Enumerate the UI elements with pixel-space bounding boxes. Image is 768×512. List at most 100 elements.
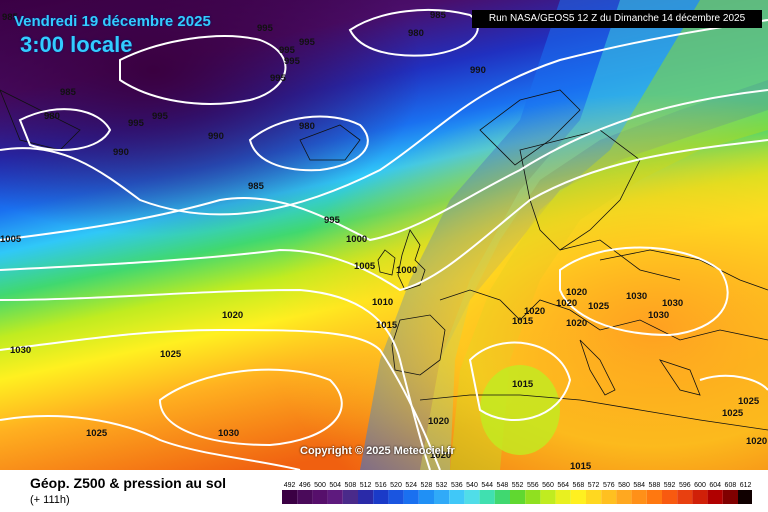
- scale-tick-label: 524: [405, 482, 417, 489]
- isobar-label: 1025: [722, 408, 744, 419]
- isobar-label: 1015: [512, 379, 534, 390]
- scale-tick-label: 612: [740, 482, 752, 489]
- scale-swatch: [616, 490, 632, 504]
- scale-tick-label: 584: [633, 482, 645, 489]
- scale-swatch: [555, 490, 571, 504]
- coastlines: [0, 89, 768, 431]
- scale-tick-label: 500: [314, 482, 326, 489]
- scale-tick-label: 548: [497, 482, 509, 489]
- scale-swatch: [631, 490, 647, 504]
- scale-swatch: [449, 490, 465, 504]
- scale-swatch: [707, 490, 723, 504]
- scale-swatch: [525, 490, 541, 504]
- isobar-label: 995: [152, 111, 169, 122]
- isobar-label: 1030: [662, 298, 683, 309]
- isobar-label: 1020: [524, 306, 545, 317]
- isobar-label: 995: [324, 215, 341, 226]
- isobar-label: 1025: [160, 349, 182, 360]
- scale-swatch: [388, 490, 404, 504]
- scale-swatch: [373, 490, 389, 504]
- isobar-label: 1020: [566, 287, 587, 298]
- scale-swatch: [601, 490, 617, 504]
- color-scale: 492 496 500 504 508 512 516 520 524 528 532 536 540 5…: [282, 482, 752, 504]
- isobar-label: 1030: [648, 310, 669, 321]
- scale-swatch: [540, 490, 556, 504]
- model-run-info: Run NASA/GEOS5 12 Z du Dimanche 14 décem…: [472, 10, 762, 28]
- isobar-label: 1015: [512, 316, 534, 327]
- scale-tick-label: 520: [390, 482, 402, 489]
- scale-tick-label: 552: [512, 482, 524, 489]
- isobar-label: 985: [430, 10, 447, 21]
- copyright: Copyright © 2025 Meteociel.fr: [300, 445, 455, 457]
- scale-swatch: [312, 490, 328, 504]
- isobar-label: 995: [279, 45, 296, 56]
- isobar-label: 1030: [218, 428, 239, 439]
- scale-swatch: [464, 490, 480, 504]
- scale-swatch: [510, 490, 526, 504]
- scale-tick-label: 508: [345, 482, 357, 489]
- isobar-label: 1020: [428, 416, 449, 427]
- scale-swatch: [662, 490, 678, 504]
- scale-swatch: [434, 490, 450, 504]
- scale-tick-label: 544: [481, 482, 493, 489]
- isobar-label: 980: [299, 121, 315, 132]
- isobar-label: 1015: [570, 461, 592, 470]
- scale-tick-label: 580: [618, 482, 630, 489]
- isobar-label: 995: [257, 23, 274, 34]
- scale-swatch: [692, 490, 708, 504]
- scale-tick-label: 572: [588, 482, 600, 489]
- scale-swatch: [282, 490, 298, 504]
- forecast-time: 3:00 locale: [20, 32, 133, 57]
- isobar-label: 1020: [566, 318, 587, 329]
- scale-tick-label: 492: [284, 482, 296, 489]
- isobar-labels: 985 985 980 990 995 995 995 995 995 985 …: [0, 10, 767, 470]
- isobar-label: 1030: [10, 345, 31, 356]
- scale-swatch: [358, 490, 374, 504]
- scale-swatch: [418, 490, 434, 504]
- scale-tick-label: 536: [451, 482, 463, 489]
- isobar-label: 985: [248, 181, 265, 192]
- isobar-label: 1000: [346, 234, 367, 245]
- isobar-label: 1020: [746, 436, 767, 447]
- scale-tick-label: 516: [375, 482, 387, 489]
- scale-swatch: [479, 490, 495, 504]
- isobars: [0, 9, 768, 470]
- scale-swatch: [327, 490, 343, 504]
- cut-off-low-north-africa: [480, 365, 560, 455]
- scale-tick-label: 556: [527, 482, 539, 489]
- scale-tick-label: 596: [679, 482, 691, 489]
- isobar-label: 990: [208, 131, 224, 142]
- map-variable-title: Géop. Z500 & pression au sol: [30, 475, 227, 491]
- scale-tick-label: 564: [557, 482, 569, 489]
- isobar-label: 990: [113, 147, 129, 158]
- isobar-label: 1000: [396, 265, 417, 276]
- scale-tick-label: 532: [436, 482, 448, 489]
- isobar-label: 1005: [354, 261, 376, 272]
- scale-tick-label: 604: [709, 482, 721, 489]
- isobar-label: 995: [128, 118, 145, 129]
- isobar-label: 1030: [626, 291, 647, 302]
- isobar-label: 1010: [372, 297, 393, 308]
- isobar-label: 980: [44, 111, 60, 122]
- scale-tick-label: 600: [694, 482, 706, 489]
- scale-tick-label: 608: [725, 482, 737, 489]
- isobar-label: 1025: [738, 396, 760, 407]
- scale-swatch: [677, 490, 693, 504]
- weather-map: 985 985 980 990 995 995 995 995 995 985 …: [0, 0, 768, 470]
- scale-tick-label: 560: [542, 482, 554, 489]
- isobar-label: 995: [284, 56, 301, 67]
- scale-tick-label: 592: [664, 482, 676, 489]
- isobar-label: 1025: [86, 428, 108, 439]
- forecast-lead-time: (+ 111h): [30, 494, 70, 506]
- isobar-label: 1005: [0, 234, 22, 245]
- isobar-label: 980: [408, 28, 424, 39]
- scale-swatch: [403, 490, 419, 504]
- scale-tick-label: 512: [360, 482, 372, 489]
- forecast-date: Vendredi 19 décembre 2025: [14, 13, 211, 30]
- scale-tick-label: 576: [603, 482, 615, 489]
- isobar-label: 985: [2, 12, 19, 23]
- scale-tick-label: 588: [649, 482, 661, 489]
- isobar-label: 1020: [556, 298, 577, 309]
- isobar-label: 995: [270, 73, 287, 84]
- scale-swatch: [297, 490, 313, 504]
